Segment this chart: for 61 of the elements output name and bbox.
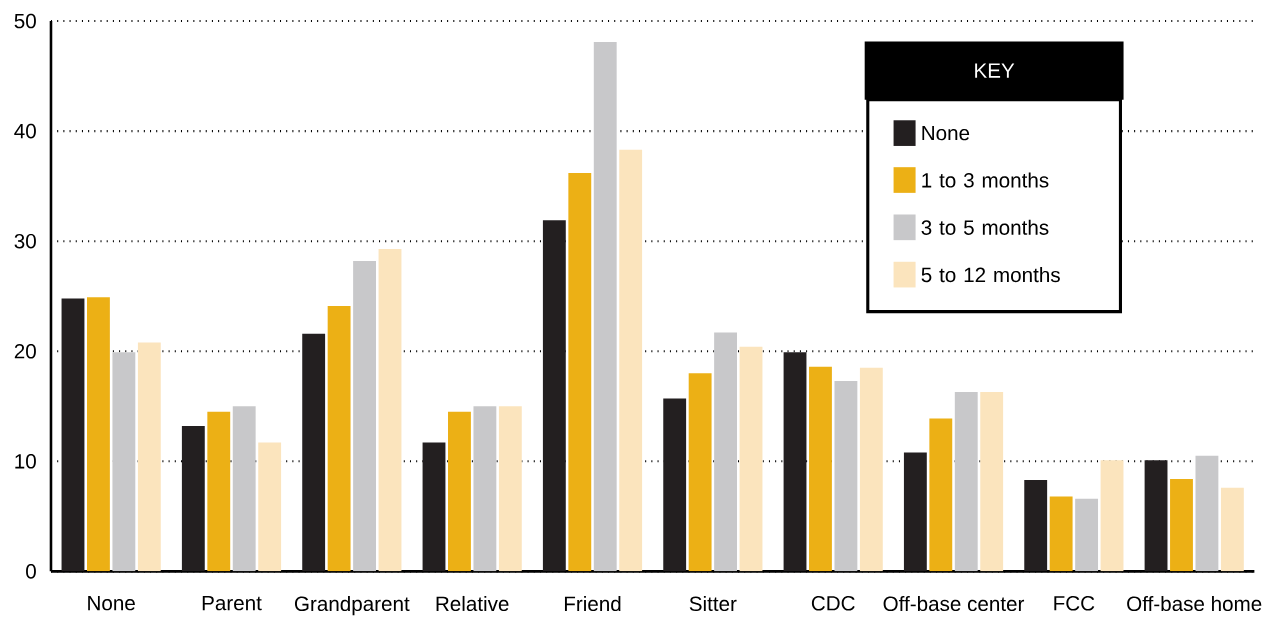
bar	[137, 342, 161, 572]
bar	[593, 41, 617, 572]
bar	[1170, 478, 1193, 572]
x-tick-label: Sitter	[689, 595, 737, 612]
bar	[1075, 498, 1099, 572]
y-tick-label: 20	[14, 343, 36, 359]
bar	[619, 149, 643, 572]
bar	[688, 373, 712, 572]
bar	[809, 366, 832, 572]
bar	[112, 352, 136, 572]
bar	[739, 346, 763, 572]
x-tick-label: CDC	[811, 595, 855, 611]
x-tick-label: Parent	[202, 595, 262, 611]
bar	[954, 391, 978, 572]
bar	[378, 248, 402, 572]
bar	[258, 442, 282, 572]
bar	[783, 352, 807, 572]
bar	[327, 306, 351, 572]
y-tick-label: 30	[14, 233, 36, 249]
bar	[302, 333, 326, 572]
x-tick-label: Off-base home	[1127, 595, 1262, 612]
bar	[61, 298, 85, 572]
bar	[1024, 480, 1048, 572]
bar	[834, 380, 858, 572]
bar	[207, 411, 231, 572]
bar	[714, 332, 737, 572]
bar	[980, 391, 1004, 572]
y-tick-label: 10	[15, 454, 36, 469]
y-tick-label: 40	[14, 123, 36, 139]
bar	[498, 406, 522, 572]
bar	[929, 418, 953, 572]
bar	[903, 452, 927, 572]
legend-label: 3 to 5 months	[921, 219, 1049, 235]
x-tick-label: Relative	[436, 595, 509, 612]
bar	[181, 426, 205, 572]
bar	[1049, 496, 1073, 572]
bar	[859, 367, 883, 572]
legend-title: KEY	[975, 63, 1015, 78]
legend-label: 5 to 12 months	[921, 267, 1060, 283]
bar	[1220, 487, 1244, 572]
y-tick-label: 50	[14, 13, 36, 29]
bar	[473, 406, 497, 572]
x-tick-label: Grandparent	[294, 595, 410, 616]
x-tick-label: Off-base center	[883, 595, 1025, 612]
bar	[1195, 455, 1219, 572]
bar	[353, 261, 376, 572]
bar	[542, 220, 566, 572]
x-tick-label: Friend	[564, 595, 621, 612]
bar	[1144, 460, 1168, 572]
bar	[1100, 460, 1124, 572]
bar	[87, 297, 110, 572]
legend-label: None	[922, 125, 970, 141]
x-tick-label: FCC	[1054, 595, 1095, 611]
bar	[422, 442, 446, 572]
bar	[663, 398, 687, 572]
bar	[568, 172, 592, 572]
bar	[232, 406, 256, 572]
y-tick-label: 0	[26, 564, 36, 579]
legend-label: 1 to 3 months	[922, 172, 1049, 188]
x-tick-label: None	[88, 595, 135, 611]
bar	[448, 411, 471, 572]
